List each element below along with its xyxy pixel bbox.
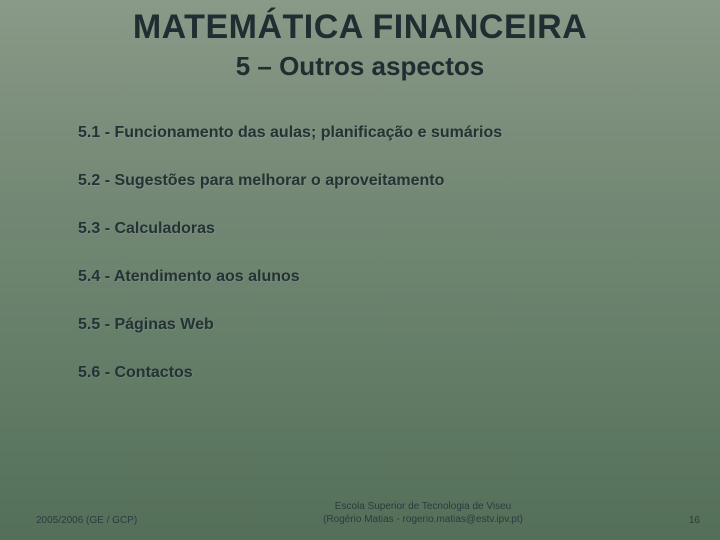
list-item: 5.4 - Atendimento aos alunos	[78, 268, 680, 286]
footer-center-line1: Escola Superior de Tecnologia de Viseu	[186, 501, 660, 514]
title-sub: 5 – Outros aspectos	[0, 51, 720, 82]
list-item: 5.5 - Páginas Web	[78, 316, 680, 334]
footer-left: 2005/2006 (GE / GCP)	[36, 515, 186, 526]
footer-center-line2: (Rogério Matias - rogerio.matias@estv.ip…	[186, 514, 660, 527]
list-item: 5.6 - Contactos	[78, 364, 680, 382]
list-item: 5.3 - Calculadoras	[78, 220, 680, 238]
items-list: 5.1 - Funcionamento das aulas; planifica…	[0, 124, 720, 382]
list-item: 5.1 - Funcionamento das aulas; planifica…	[78, 124, 680, 142]
footer: 2005/2006 (GE / GCP) Escola Superior de …	[0, 501, 720, 526]
footer-center: Escola Superior de Tecnologia de Viseu (…	[186, 501, 660, 526]
list-item: 5.2 - Sugestões para melhorar o aproveit…	[78, 172, 680, 190]
title-main: MATEMÁTICA FINANCEIRA	[0, 0, 720, 47]
slide: MATEMÁTICA FINANCEIRA 5 – Outros aspecto…	[0, 0, 720, 540]
page-number: 16	[660, 515, 700, 526]
